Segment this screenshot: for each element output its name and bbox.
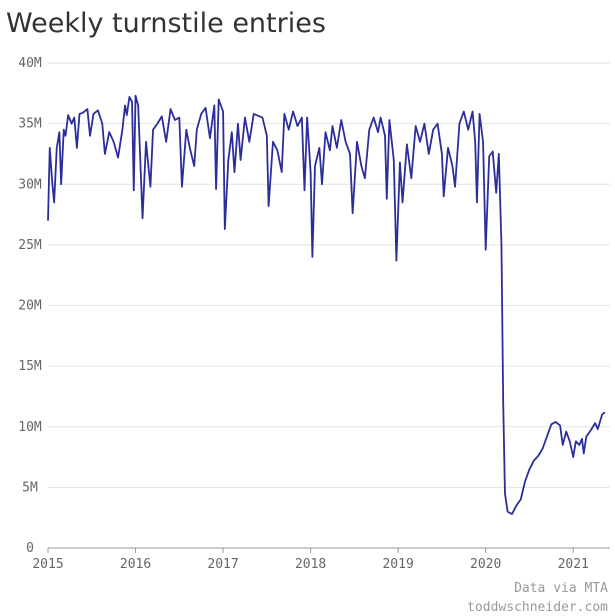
y-tick-label: 15M	[18, 359, 42, 374]
x-tick-label: 2015	[32, 557, 63, 572]
credit-note: toddwschneider.com	[467, 600, 608, 615]
x-tick-label: 2018	[295, 557, 326, 572]
y-tick-label: 35M	[18, 117, 42, 132]
y-tick-label: 10M	[18, 420, 42, 435]
x-tick-label: 2017	[207, 557, 238, 572]
y-tick-label: 40M	[18, 56, 42, 71]
x-tick-label: 2021	[558, 557, 589, 572]
x-tick-label: 2020	[470, 557, 501, 572]
y-tick-label: 25M	[18, 238, 42, 253]
chart-title: Weekly turnstile entries	[6, 8, 326, 39]
y-tick-label: 30M	[18, 177, 42, 192]
y-tick-label: 0	[26, 541, 34, 556]
source-note: Data via MTA	[514, 581, 608, 596]
x-tick-label: 2016	[120, 557, 151, 572]
y-tick-label: 20M	[18, 299, 42, 314]
data-line	[47, 94, 606, 515]
x-tick-label: 2019	[382, 557, 413, 572]
y-tick-label: 5M	[22, 480, 38, 495]
